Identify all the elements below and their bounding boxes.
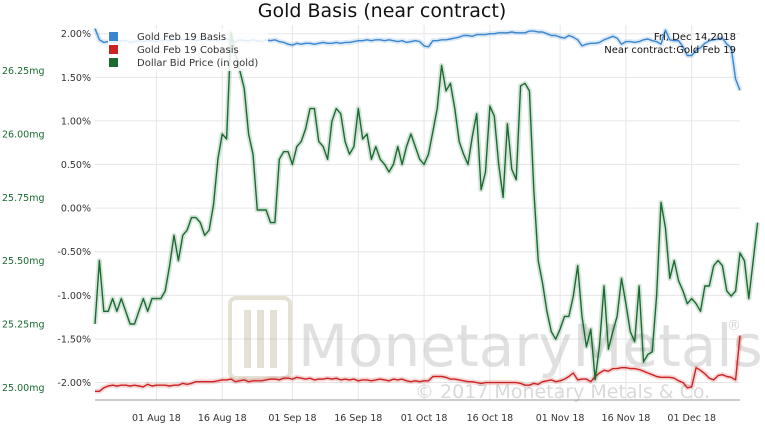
legend-swatch-basis xyxy=(109,32,118,41)
price-axis-tick-label: 25.50mg xyxy=(2,256,44,267)
left-axis-tick-label: 2.00% xyxy=(61,29,91,40)
x-tick-label: 16 Aug 18 xyxy=(198,413,247,424)
price-axis-tick-label: 25.00mg xyxy=(2,383,44,394)
legend-label-dollar[interactable]: Dollar Bid Price (in gold) xyxy=(137,58,258,69)
series-line-dollar-bid-price[interactable] xyxy=(94,31,759,381)
chart-title: Gold Basis (near contract) xyxy=(258,0,506,22)
legend-label-basis[interactable]: Gold Feb 19 Basis xyxy=(137,32,226,43)
left-axis-tick-label: 1.00% xyxy=(61,116,91,127)
left-axis-tick-label: 1.50% xyxy=(61,73,91,84)
x-tick-label: 16 Oct 18 xyxy=(467,413,514,424)
x-tick-label: 16 Sep 18 xyxy=(334,413,382,424)
annotation-date: Fri, Dec 14,2018 xyxy=(654,32,736,43)
x-tick-label: 16 Nov 18 xyxy=(602,413,651,424)
legend-swatch-dollar xyxy=(109,58,118,67)
x-tick-label: 01 Aug 18 xyxy=(132,413,181,424)
price-axis-tick-label: 26.25mg xyxy=(2,66,44,77)
axes: 01 Aug 18 16 Aug 18 01 Sep 18 16 Sep 18 01 O… xyxy=(2,29,740,424)
left-axis-tick-label: -2.00% xyxy=(57,378,91,389)
left-axis-tick-label: -1.50% xyxy=(57,334,91,345)
left-axis-tick-label: 0.00% xyxy=(61,204,91,215)
x-tick-label: 01 Sep 18 xyxy=(268,413,316,424)
left-axis-tick-label: -0.50% xyxy=(57,247,91,258)
watermark: MonetaryMetals ® © 2017 Monetary Metals … xyxy=(228,296,763,403)
x-tick-label: 01 Dec 18 xyxy=(667,413,716,424)
watermark-copyright: © 2017 Monetary Metals & Co. xyxy=(415,381,710,403)
price-axis-tick-label: 26.00mg xyxy=(2,129,44,140)
watermark-brand: MonetaryMetals xyxy=(298,312,763,380)
left-axis-tick-label: -1.00% xyxy=(57,291,91,302)
watermark-registered: ® xyxy=(727,318,741,334)
price-axis-tick-label: 25.75mg xyxy=(2,193,44,204)
series-line-cobasis[interactable] xyxy=(95,335,741,392)
monetary-metals-logo-icon xyxy=(228,296,292,380)
legend: Gold Feb 19 Basis Gold Feb 19 Cobasis Do… xyxy=(108,29,268,71)
price-axis-tick-label: 25.25mg xyxy=(2,319,44,330)
left-axis-tick-label: 0.50% xyxy=(61,160,91,171)
x-tick-label: 01 Nov 18 xyxy=(536,413,585,424)
date-annotation: Fri, Dec 14,2018 Near contract:Gold Feb … xyxy=(604,32,736,56)
x-tick-label: 01 Oct 18 xyxy=(401,413,448,424)
legend-label-cobasis[interactable]: Gold Feb 19 Cobasis xyxy=(137,45,239,56)
grid xyxy=(95,25,740,400)
legend-swatch-cobasis xyxy=(109,45,118,54)
annotation-contract: Near contract:Gold Feb 19 xyxy=(604,45,736,56)
